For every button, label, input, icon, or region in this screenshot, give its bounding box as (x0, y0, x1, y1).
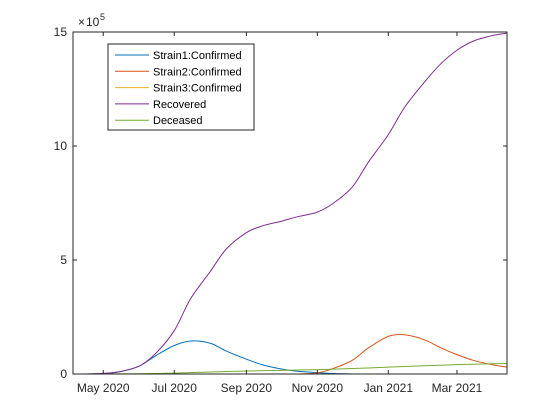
legend-label-strain3-confirmed: Strain3:Confirmed (153, 83, 242, 95)
legend: Strain1:Confirmed Strain2:Confirmed Strain… (107, 43, 255, 131)
series-line-recovered (84, 32, 508, 375)
exponent-times-sign: × (78, 15, 85, 29)
x-tick-label: May 2020 (77, 381, 130, 395)
x-tick-label: Jan 2021 (364, 381, 414, 395)
x-axis: May 2020 Jul 2020 Sep 2020 Nov 2020 Jan 2021… (77, 32, 483, 395)
y-tick-label: 5 (60, 253, 67, 267)
y-tick-label: 15 (54, 25, 68, 39)
x-tick-label: Sep 2020 (221, 381, 273, 395)
legend-label-strain2-confirmed: Strain2:Confirmed (153, 66, 242, 78)
exponent-base: 10 (86, 15, 100, 29)
exponent-power: 5 (100, 12, 105, 22)
y-tick-label: 0 (60, 367, 67, 381)
y-axis-exponent: × 10 5 (78, 12, 105, 29)
legend-label-strain1-confirmed: Strain1:Confirmed (153, 50, 242, 62)
legend-label-recovered: Recovered (153, 99, 206, 111)
x-tick-label: Jul 2020 (152, 381, 198, 395)
legend-label-deceased: Deceased (153, 115, 203, 127)
x-tick-label: Mar 2021 (432, 381, 483, 395)
y-axis: 0 5 10 15 (54, 25, 507, 381)
x-tick-label: Nov 2020 (292, 381, 344, 395)
y-tick-label: 10 (54, 139, 68, 153)
legend-box (107, 43, 255, 131)
series-line-strain2-confirmed (297, 334, 508, 375)
